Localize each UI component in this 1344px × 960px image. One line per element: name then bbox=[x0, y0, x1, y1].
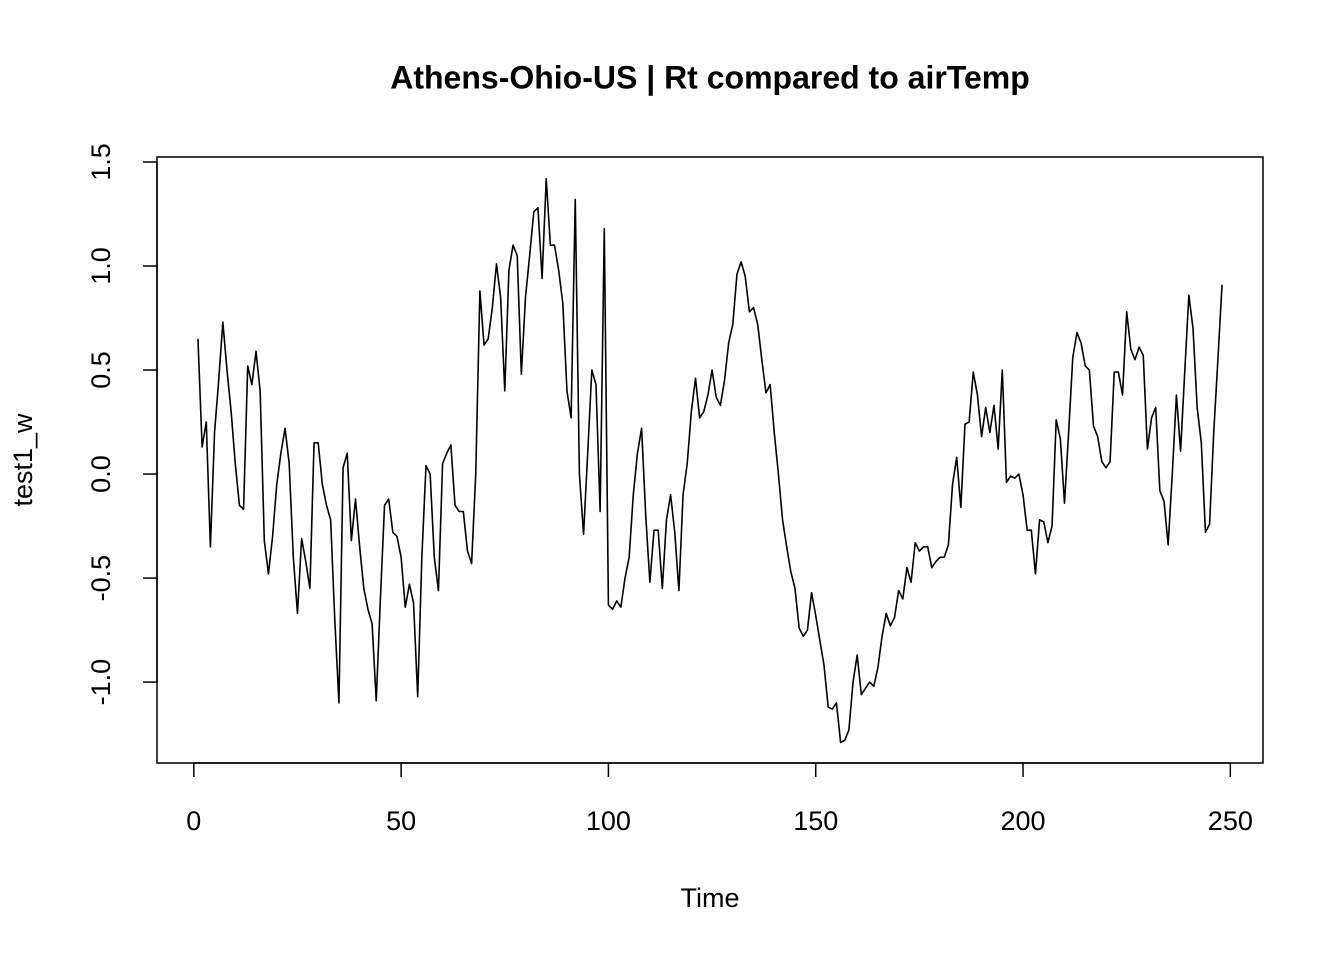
x-tick-label: 100 bbox=[586, 806, 631, 836]
x-tick-label: 200 bbox=[1000, 806, 1045, 836]
x-tick-label: 0 bbox=[186, 806, 201, 836]
y-axis-label: test1_w bbox=[8, 413, 38, 507]
y-tick-label: 1.5 bbox=[86, 143, 116, 181]
data-line bbox=[197, 177, 1223, 744]
y-tick-label: -1.0 bbox=[86, 659, 116, 706]
x-tick-label: 50 bbox=[386, 806, 416, 836]
y-tick-label: -0.5 bbox=[86, 555, 116, 602]
x-tick-label: 150 bbox=[793, 806, 838, 836]
x-tick-label: 250 bbox=[1208, 806, 1253, 836]
y-tick-label: 0.5 bbox=[86, 351, 116, 389]
chart-title: Athens-Ohio-US | Rt compared to airTemp bbox=[390, 59, 1030, 95]
x-axis-label: Time bbox=[681, 883, 740, 913]
y-tick-label: 1.0 bbox=[86, 247, 116, 285]
y-tick-label: 0.0 bbox=[86, 455, 116, 493]
